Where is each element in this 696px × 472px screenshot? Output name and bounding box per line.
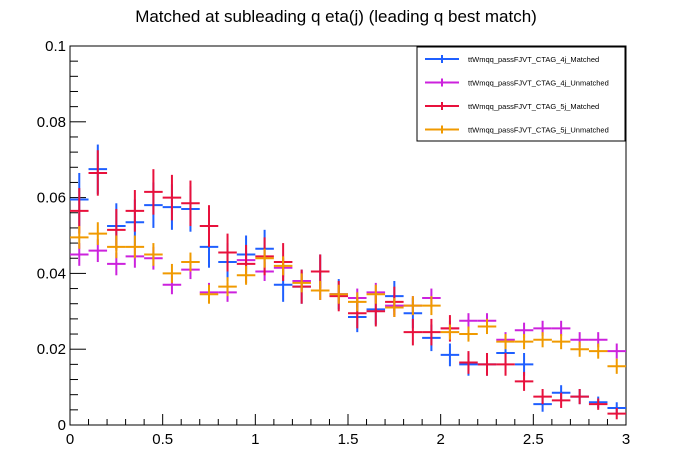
y-tick-label: 0.02 [37,341,66,358]
x-tick-label: 1.5 [338,431,359,448]
data-point [403,318,423,346]
legend-label: ttWmqq_passFJVT_CTAG_5j_Matched [468,102,599,111]
data-point [107,235,126,259]
series-layer [70,144,626,420]
y-tick-label: 0.06 [37,190,66,207]
data-point [533,388,552,405]
x-tick-label: 2.5 [523,431,544,448]
data-point [607,343,626,359]
data-point [125,235,145,259]
legend: ttWmqq_passFJVT_CTAG_4j_Matched ttWmqq_pa… [416,46,626,142]
y-tick-label: 0.08 [37,114,66,131]
data-point [551,392,571,408]
data-point [440,324,460,340]
data-point [496,352,515,376]
data-point [218,277,237,297]
data-point [403,296,423,316]
series-3 [70,150,626,420]
data-point [88,150,108,196]
legend-box [416,46,626,142]
data-point [459,313,478,329]
data-point [348,292,367,312]
data-point [496,334,515,350]
data-point [218,233,237,272]
data-point [551,334,571,350]
legend-item: ttWmqq_passFJVT_CTAG_5j_Matched [425,102,599,111]
data-point [199,284,219,304]
legend-item: ttWmqq_passFJVT_CTAG_4j_Unmatched [425,78,609,88]
data-point [533,332,552,348]
data-point [477,318,497,335]
data-point [125,190,145,232]
legend-label: ttWmqq_passFJVT_CTAG_5j_Unmatched [468,126,609,135]
data-point [440,343,460,367]
data-point [385,298,404,317]
y-tick-label: 0.1 [45,38,66,55]
data-point [477,352,497,376]
legend-label: ttWmqq_passFJVT_CTAG_4j_Matched [468,55,599,64]
data-point [570,341,589,357]
chart-title: Matched at subleading q eta(j) (leading … [135,7,537,26]
data-point [607,358,626,374]
data-point [199,205,219,247]
data-point [570,388,589,405]
legend-item: ttWmqq_passFJVT_CTAG_5j_Unmatched [425,125,609,135]
data-point [551,320,571,336]
data-point [607,407,626,420]
data-point [459,326,478,342]
x-tick-label: 3 [622,431,630,448]
legend-item: ttWmqq_passFJVT_CTAG_4j_Matched [425,55,599,64]
data-point [329,284,348,304]
data-point [588,343,608,359]
data-point [255,248,274,268]
data-point [459,351,478,374]
x-tick-label: 0 [66,431,74,448]
data-point [588,398,608,410]
data-point [514,371,534,391]
data-point [88,222,108,245]
data-point [144,243,163,266]
series-4 [70,222,626,374]
x-tick-label: 1 [251,431,259,448]
axes: 0 0.5 1 1.5 2 2.5 3 0 0.02 0.04 0.06 0.08 0.1 [37,38,630,448]
y-tick-label: 0.04 [37,265,66,282]
data-point [70,226,89,249]
data-point [310,280,330,300]
data-point [236,265,256,285]
data-point [273,256,293,276]
data-point [366,284,386,304]
y-tick-label: 0 [58,417,66,434]
data-point [181,252,200,272]
x-tick-label: 0.5 [152,431,173,448]
data-point [292,273,311,293]
data-point [422,296,441,316]
data-point [144,169,163,215]
data-point [514,334,534,350]
data-point [422,318,441,346]
legend-label: ttWmqq_passFJVT_CTAG_4j_Unmatched [468,79,609,88]
data-point [162,174,182,221]
data-point [162,263,182,283]
data-point [181,180,200,227]
x-tick-label: 2 [436,431,444,448]
